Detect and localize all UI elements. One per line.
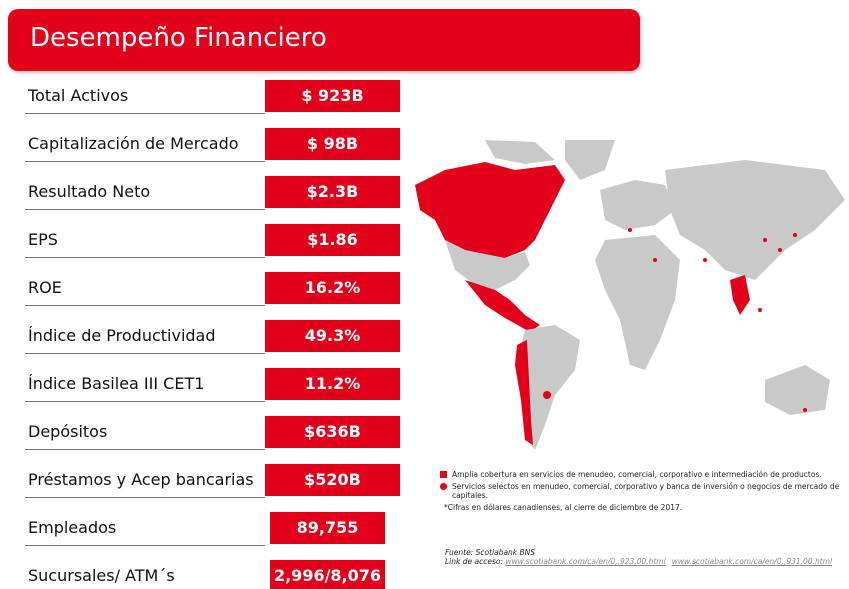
uruguay (543, 391, 551, 399)
underline (25, 113, 265, 114)
underline (25, 305, 265, 306)
usa (445, 240, 530, 290)
underline (25, 545, 265, 546)
marker (763, 238, 767, 242)
metric-label: Índice de Productividad (28, 326, 216, 345)
marker (803, 408, 807, 412)
metric-label: Índice Basilea III CET1 (28, 374, 205, 393)
se-asia (730, 275, 750, 315)
metric-value: $520B (265, 464, 400, 496)
metric-value: 11.2% (265, 368, 400, 400)
legend-text: Amplia cobertura en servicios de menudeo… (452, 470, 822, 479)
metric-value: 2,996/8,076 (270, 560, 385, 589)
metric-label: EPS (28, 230, 58, 249)
marker (628, 228, 632, 232)
legend-item: Servicios selectos en menudeo, comercial… (440, 482, 845, 500)
legend-note: *Cifras en dólares canadienses, al cierr… (440, 503, 845, 512)
metric-label: Capitalización de Mercado (28, 134, 239, 153)
marker (653, 258, 657, 262)
metric-label: Sucursales/ ATM´s (28, 566, 175, 585)
link[interactable]: www.scotiabank.com/ca/en/0,,931,00.html (671, 557, 833, 566)
marker (758, 308, 762, 312)
andes (515, 340, 533, 445)
legend-square (440, 471, 447, 478)
europe (600, 180, 675, 230)
metric-value: 16.2% (265, 272, 400, 304)
metric-value: $1.86 (265, 224, 400, 256)
underline (25, 401, 265, 402)
legend: Amplia cobertura en servicios de menudeo… (440, 470, 845, 515)
metric-value: 49.3% (265, 320, 400, 352)
metric-value: $ 923B (265, 80, 400, 112)
metric-value: $2.3B (265, 176, 400, 208)
australia (765, 365, 830, 415)
legend-text: Servicios selectos en menudeo, comercial… (452, 482, 840, 500)
marker (793, 233, 797, 237)
legend-item: Amplia cobertura en servicios de menudeo… (440, 470, 845, 479)
select-markers (628, 228, 807, 412)
canada (415, 162, 565, 260)
metric-label: Total Activos (28, 86, 129, 105)
link-label: Link de acceso: (445, 557, 503, 566)
metric-label: ROE (28, 278, 62, 297)
metric-label: Resultado Neto (28, 182, 151, 201)
links: Link de acceso: www.scotiabank.com/ca/en… (445, 557, 838, 566)
underline (25, 209, 265, 210)
source-text: Fuente: Scotiabank BNS (445, 548, 536, 557)
underline (25, 449, 265, 450)
metric-value: $636B (265, 416, 400, 448)
underline (25, 161, 265, 162)
title-bar: Desempeño Financiero (8, 9, 640, 71)
central-america (465, 280, 540, 332)
underline (25, 257, 265, 258)
underline (25, 497, 265, 498)
metric-label: Depósitos (28, 422, 108, 441)
source: Fuente: Scotiabank BNS Link de acceso: w… (445, 548, 838, 566)
marker (703, 258, 707, 262)
greenland (565, 140, 615, 180)
metric-value: 89,755 (270, 512, 385, 544)
title: Desempeño Financiero (30, 23, 327, 53)
metric-label: Empleados (28, 518, 117, 537)
south-america (517, 325, 580, 450)
asia (665, 160, 845, 280)
underline (25, 353, 265, 354)
arctic (485, 140, 555, 164)
africa (595, 235, 680, 370)
note-text: *Cifras en dólares canadienses, al cierr… (444, 503, 683, 512)
metric-label: Préstamos y Acep bancarias (28, 470, 254, 489)
legend-dot (440, 483, 447, 490)
world-map (415, 140, 845, 450)
metric-value: $ 98B (265, 128, 400, 160)
link[interactable]: www.scotiabank.com/ca/en/0,,923,00.html (505, 557, 666, 566)
marker (778, 248, 782, 252)
